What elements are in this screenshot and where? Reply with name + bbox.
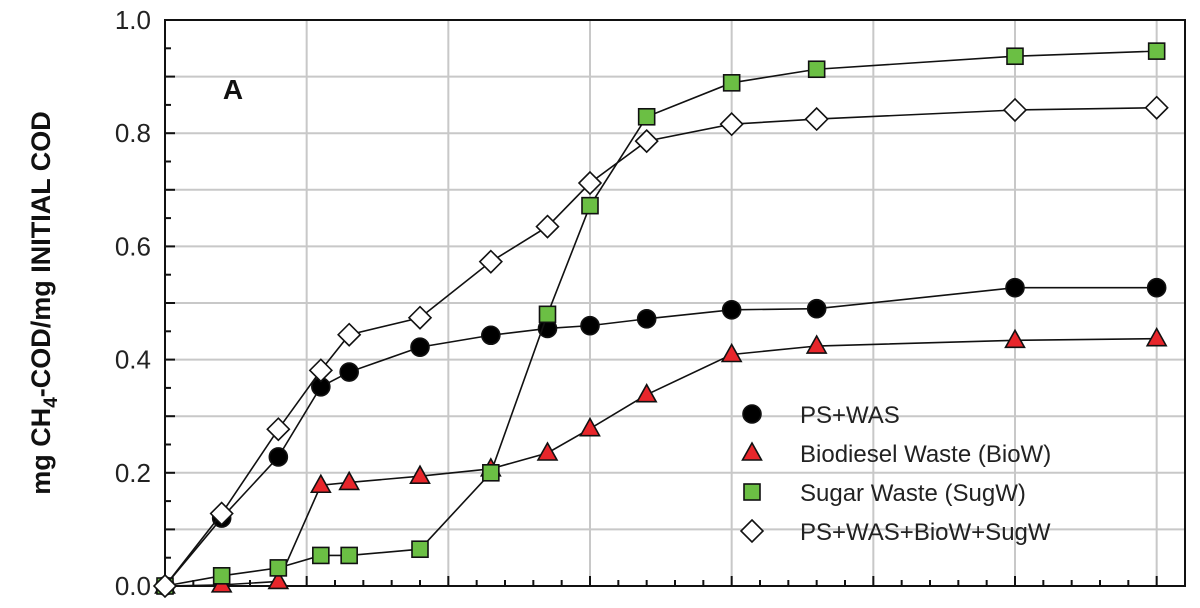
panel-label: A (223, 74, 243, 105)
legend-marker (742, 404, 762, 424)
series-layer (152, 42, 1169, 599)
legend-item: PS+WAS+BioW+SugW (739, 518, 1051, 546)
data-point (269, 559, 288, 577)
data-point (309, 473, 332, 494)
data-point (580, 315, 600, 336)
data-point (478, 249, 503, 274)
data-point (807, 60, 826, 79)
data-point (1005, 277, 1025, 298)
data-point (212, 567, 231, 585)
series-ps-was-biow-sugw (152, 95, 1169, 599)
data-point (339, 362, 359, 382)
data-point (308, 358, 333, 383)
y-tick-label: 1.0 (115, 5, 151, 35)
data-point (337, 322, 362, 347)
legend-label: Sugar Waste (SugW) (800, 480, 1026, 507)
data-point (804, 106, 829, 132)
data-point (806, 298, 827, 319)
data-point (268, 447, 289, 467)
data-point (536, 441, 559, 461)
data-point (721, 299, 742, 320)
data-point (409, 464, 431, 484)
legend-marker (741, 441, 763, 461)
y-tick-label: 0.2 (115, 458, 151, 488)
data-point (338, 470, 361, 491)
data-point (1146, 277, 1167, 298)
data-point (538, 305, 557, 324)
data-point (407, 305, 433, 330)
data-point (209, 501, 234, 526)
legend-marker (739, 518, 765, 544)
data-point (1004, 328, 1026, 349)
legend-item: Sugar Waste (SugW) (743, 480, 1026, 507)
y-tick-label: 0.8 (115, 118, 151, 148)
series-line (164, 106, 1157, 587)
legend-label: Biodiesel Waste (BioW) (800, 441, 1051, 468)
series-sugar-waste-sugw (156, 42, 1166, 595)
data-point (411, 540, 429, 559)
series-line (164, 286, 1157, 587)
data-point (805, 334, 828, 354)
data-point (581, 196, 599, 215)
data-point (267, 569, 290, 590)
data-point (636, 309, 657, 329)
y-axis-label: mg CH4-COD/mg INITIAL COD (26, 111, 62, 495)
data-point (720, 342, 743, 363)
data-point (1145, 327, 1168, 347)
data-point (637, 107, 656, 126)
data-point (1144, 95, 1169, 120)
data-point (340, 546, 358, 565)
data-point (719, 112, 744, 137)
legend-label: PS+WAS (800, 402, 900, 429)
data-point (634, 128, 659, 154)
data-point (535, 214, 560, 239)
y-tick-label: 0.6 (115, 231, 151, 261)
data-point (635, 383, 658, 403)
data-point (482, 463, 500, 482)
legend: PS+WAS Biodiesel Waste (BioW) Sugar Waste … (739, 402, 1051, 546)
data-point (1006, 47, 1024, 66)
data-point (410, 337, 430, 357)
data-point (579, 417, 601, 437)
data-point (312, 546, 330, 565)
data-point (481, 325, 501, 346)
data-point (577, 170, 603, 196)
data-point (722, 74, 741, 92)
data-point (1147, 42, 1166, 60)
data-point (266, 417, 291, 442)
legend-item: Biodiesel Waste (BioW) (741, 441, 1051, 468)
legend-marker (743, 483, 761, 501)
y-tick-label: 0.4 (115, 345, 151, 375)
legend-label: PS+WAS+BioW+SugW (800, 519, 1051, 546)
label-layer: 0.0 0.2 0.4 0.6 0.8 1.0 mg CH4-COD/mg INITIAL … (26, 5, 243, 601)
y-tick-label: 0.0 (115, 571, 151, 601)
data-point (152, 573, 178, 599)
legend-item: PS+WAS (742, 402, 900, 429)
data-point (1002, 97, 1028, 123)
